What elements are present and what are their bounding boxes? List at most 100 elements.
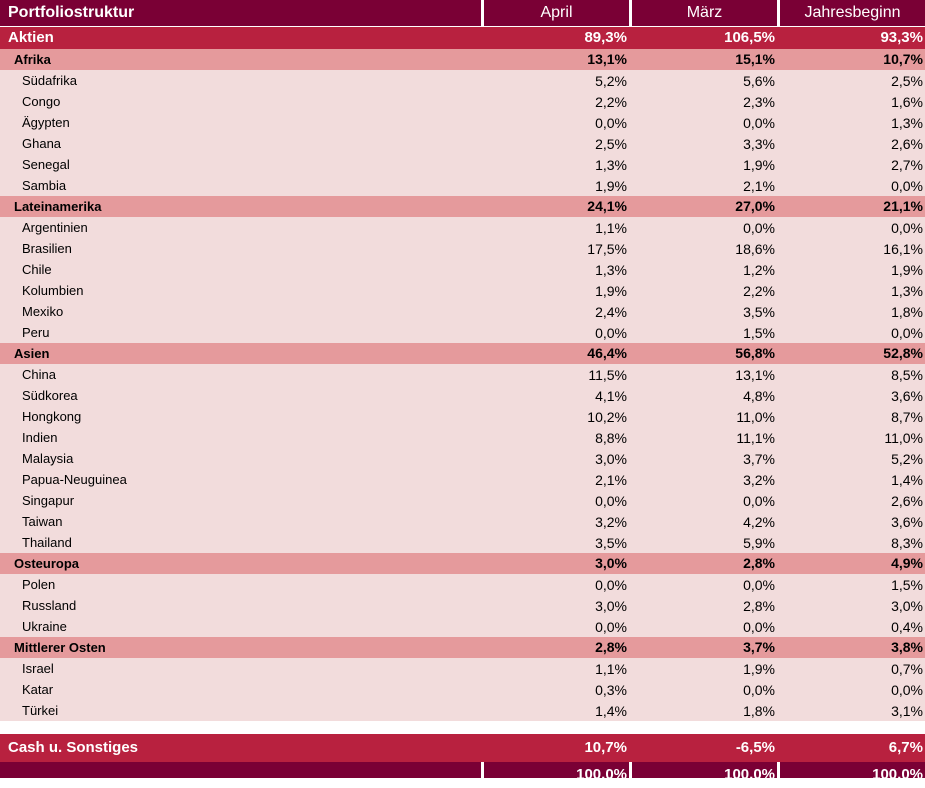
row-value: 5,2%: [595, 73, 627, 89]
row-value: 8,7%: [891, 409, 923, 425]
row-value: 8,5%: [891, 367, 923, 383]
row-value: 100,0%: [629, 762, 777, 783]
row-label: Katar: [22, 682, 54, 697]
row-value: 4,8%: [743, 388, 775, 404]
row-label: Ghana: [22, 136, 62, 151]
table-row: Chile 1,3% 1,2% 1,9%: [0, 259, 925, 280]
row-value: 5,9%: [743, 535, 775, 551]
table-row: Russland 3,0% 2,8% 3,0%: [0, 595, 925, 616]
row-value: 2,2%: [595, 94, 627, 110]
row-label: Chile: [22, 262, 52, 277]
row-label: Singapur: [22, 493, 75, 508]
row-label: [0, 762, 481, 778]
table-row: Kolumbien 1,9% 2,2% 1,3%: [0, 280, 925, 301]
table-row: Thailand 3,5% 5,9% 8,3%: [0, 532, 925, 553]
row-label: Peru: [22, 325, 50, 340]
main-row: Cash u. Sonstiges 10,7% -6,5% 6,7%: [0, 734, 925, 762]
header-col-april: April: [481, 0, 629, 26]
row-label: Congo: [22, 94, 61, 109]
table-row: Katar 0,3% 0,0% 0,0%: [0, 679, 925, 700]
table-row: Israel 1,1% 1,9% 0,7%: [0, 658, 925, 679]
row-value: 15,1%: [735, 51, 775, 67]
row-value: 11,0%: [884, 430, 923, 446]
row-value: 2,6%: [891, 493, 923, 509]
row-value: -6,5%: [735, 739, 775, 756]
row-value: 1,9%: [891, 262, 923, 278]
table-row: Congo 2,2% 2,3% 1,6%: [0, 91, 925, 112]
row-value: 0,0%: [595, 115, 627, 131]
table-row: Papua-Neuguinea 2,1% 3,2% 1,4%: [0, 469, 925, 490]
row-label: Asien: [14, 346, 50, 361]
group-row: Asien 46,4% 56,8% 52,8%: [0, 343, 925, 364]
table-row: Indien 8,8% 11,1% 11,0%: [0, 427, 925, 448]
row-value: 3,2%: [595, 514, 627, 530]
row-value: 52,8%: [883, 345, 923, 361]
row-label: Türkei: [22, 703, 59, 718]
row-label: Malaysia: [22, 451, 74, 466]
row-value: 10,7%: [584, 739, 627, 756]
row-value: 1,5%: [891, 577, 923, 593]
row-label: Lateinamerika: [14, 199, 102, 214]
row-label: Brasilien: [22, 241, 72, 256]
row-value: 0,7%: [891, 661, 923, 677]
row-value: 2,5%: [595, 136, 627, 152]
total-row: 100,0% 100,0% 100,0%: [0, 762, 925, 783]
row-value: 2,3%: [743, 94, 775, 110]
row-label: Taiwan: [22, 514, 63, 529]
row-value: 18,6%: [735, 241, 775, 257]
row-value: 2,5%: [891, 73, 923, 89]
row-value: 0,0%: [743, 682, 775, 698]
table-row: Polen 0,0% 0,0% 1,5%: [0, 574, 925, 595]
row-value: 1,5%: [743, 325, 775, 341]
row-label: Sambia: [22, 178, 67, 193]
row-value: 3,0%: [595, 598, 627, 614]
row-label: Indien: [22, 430, 58, 445]
row-value: 0,0%: [891, 178, 923, 194]
row-value: 1,4%: [891, 472, 923, 488]
row-value: 0,0%: [891, 220, 923, 236]
row-label: Russland: [22, 598, 77, 613]
row-label: Thailand: [22, 535, 72, 550]
row-label: Afrika: [14, 52, 51, 67]
header-col-maerz: März: [629, 0, 777, 26]
row-value: 2,8%: [743, 598, 775, 614]
table-header-row: Portfoliostruktur April März Jahresbegin…: [0, 0, 925, 26]
group-row: Lateinamerika 24,1% 27,0% 21,1%: [0, 196, 925, 217]
table-row: Ghana 2,5% 3,3% 2,6%: [0, 133, 925, 154]
row-value: 1,9%: [595, 283, 627, 299]
row-label: Senegal: [22, 157, 70, 172]
row-label: Südkorea: [22, 388, 78, 403]
row-value: 10,2%: [587, 409, 627, 425]
row-value: 1,1%: [595, 220, 627, 236]
row-value: 3,3%: [743, 136, 775, 152]
row-value: 2,8%: [595, 639, 627, 655]
row-value: 24,1%: [587, 198, 627, 214]
row-value: 1,3%: [891, 283, 923, 299]
row-value: 1,9%: [595, 178, 627, 194]
row-value: 3,7%: [743, 639, 775, 655]
row-value: 0,3%: [595, 682, 627, 698]
header-title: Portfoliostruktur: [8, 4, 135, 21]
table-row: Brasilien 17,5% 18,6% 16,1%: [0, 238, 925, 259]
row-value: 3,8%: [891, 639, 923, 655]
table-row: Hongkong 10,2% 11,0% 8,7%: [0, 406, 925, 427]
row-value: 1,3%: [891, 115, 923, 131]
row-value: 8,3%: [891, 535, 923, 551]
row-label: China: [22, 367, 56, 382]
table-row: China 11,5% 13,1% 8,5%: [0, 364, 925, 385]
row-value: 1,2%: [743, 262, 775, 278]
row-value: 21,1%: [883, 198, 923, 214]
row-value: 56,8%: [735, 345, 775, 361]
row-value: 2,7%: [891, 157, 923, 173]
row-value: 27,0%: [735, 198, 775, 214]
row-value: 17,5%: [587, 241, 627, 257]
row-value: 0,0%: [743, 220, 775, 236]
row-label: Papua-Neuguinea: [22, 472, 127, 487]
row-value: 3,0%: [891, 598, 923, 614]
row-value: 11,0%: [736, 409, 775, 425]
row-value: 100,0%: [777, 762, 925, 783]
row-label: Ägypten: [22, 115, 70, 130]
row-value: 93,3%: [880, 29, 923, 46]
row-value: 16,1%: [883, 241, 923, 257]
row-value: 13,1%: [587, 51, 627, 67]
